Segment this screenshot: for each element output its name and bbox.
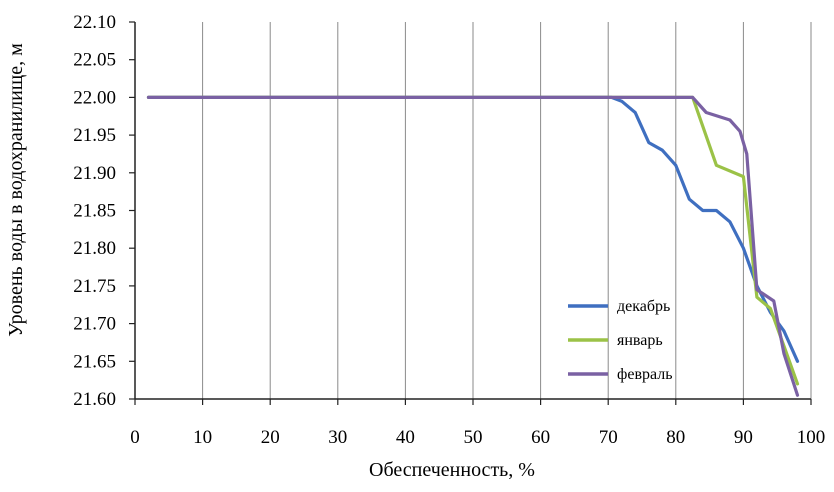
y-tick-label-1: 21.65 <box>73 351 116 372</box>
y-tick-label-10: 22.10 <box>73 12 116 33</box>
x-tick-label-1: 10 <box>193 427 212 448</box>
x-tick-label-5: 50 <box>464 427 483 448</box>
x-tick-label-4: 40 <box>396 427 415 448</box>
legend-label-декабрь: декабрь <box>617 298 670 315</box>
y-axis-title: Уровень воды в водохранилище, м <box>5 43 27 337</box>
y-tick-label-4: 21.80 <box>73 238 116 259</box>
y-tick-label-0: 21.60 <box>73 389 116 410</box>
y-tick-label-7: 21.95 <box>73 125 116 146</box>
y-tick-label-3: 21.75 <box>73 276 116 297</box>
x-tick-label-7: 70 <box>599 427 618 448</box>
x-tick-label-0: 0 <box>130 427 140 448</box>
x-tick-label-8: 80 <box>666 427 685 448</box>
x-tick-label-2: 20 <box>261 427 280 448</box>
series-line-февраль <box>146 95 800 397</box>
x-tick-label-9: 90 <box>734 427 753 448</box>
y-tick-label-5: 21.85 <box>73 201 116 222</box>
x-axis-title: Обеспеченность, % <box>369 459 535 481</box>
y-tick-label-2: 21.70 <box>73 314 116 335</box>
x-tick-label-10: 100 <box>797 427 826 448</box>
x-tick-label-6: 60 <box>531 427 550 448</box>
x-tick-label-3: 30 <box>328 427 347 448</box>
legend-label-январь: январь <box>617 332 663 349</box>
y-tick-label-6: 21.90 <box>73 163 116 184</box>
y-tick-label-9: 22.05 <box>73 50 116 71</box>
legend-label-февраль: февраль <box>617 366 673 383</box>
series-line-декабрь <box>146 95 800 363</box>
y-tick-label-8: 22.00 <box>73 87 116 108</box>
